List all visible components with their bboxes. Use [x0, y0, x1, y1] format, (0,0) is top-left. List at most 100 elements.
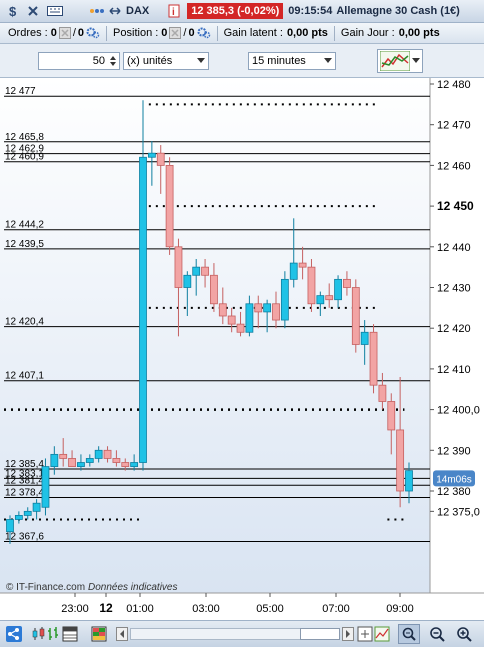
- level-label: 12 383,1: [5, 468, 44, 479]
- candle-body: [201, 266, 209, 276]
- candle-body: [59, 453, 68, 459]
- candlestick-chart-svg[interactable]: 12 477 12 465,812 462,912 460,9 12 444,2 12…: [0, 78, 484, 620]
- y-axis-label: 12 390: [437, 445, 471, 457]
- watermark: © IT-Finance.com: [6, 582, 85, 593]
- price-chart[interactable]: 12 477 12 465,8 12 462,9 12 460,9 12 444,2 12…: [0, 78, 484, 620]
- candle-body: [378, 384, 387, 402]
- candlestick-icon[interactable]: [31, 626, 47, 642]
- info-icon[interactable]: i: [167, 4, 181, 18]
- x-axis-label: 03:00: [192, 603, 220, 615]
- stepper-arrows-icon[interactable]: [109, 54, 117, 68]
- gear-icon[interactable]: [86, 27, 100, 39]
- x-axis-label: 05:00: [256, 603, 284, 615]
- y-axis-label: 12 420: [437, 323, 471, 335]
- chart-type-button[interactable]: [377, 49, 423, 73]
- level-label: 12 439,5: [5, 239, 44, 250]
- scroll-right-icon[interactable]: [342, 626, 354, 642]
- zoom-in-icon[interactable]: [456, 626, 472, 642]
- chevron-down-icon: [412, 58, 420, 64]
- grid-table-icon[interactable]: [62, 626, 78, 642]
- title-bar: $ DAX i 12 385,3 (-0,02%) 09:15:54 Allem…: [0, 0, 484, 23]
- candle-body: [343, 278, 351, 288]
- chart-tools-icon[interactable]: [374, 626, 390, 642]
- arrows-icon[interactable]: [108, 4, 122, 18]
- y-axis-label: 12 400,0: [437, 405, 480, 417]
- price-badge: 12 385,3 (-0,02%): [187, 3, 284, 19]
- bar-chart-icon[interactable]: [45, 626, 61, 642]
- close-icon[interactable]: [26, 4, 40, 18]
- candle-body: [183, 274, 192, 288]
- x-axis-label: 07:00: [322, 603, 350, 615]
- candle-body: [307, 266, 316, 305]
- level-label: 12 407,1: [5, 371, 44, 382]
- y-axis-panel: [430, 78, 484, 593]
- candle-body: [236, 323, 245, 333]
- x-axis-label: 12: [99, 601, 113, 615]
- candle-body: [396, 429, 405, 492]
- zoom-out-icon[interactable]: [429, 626, 445, 642]
- candle-body: [165, 165, 174, 248]
- x-axis-label: 09:00: [386, 603, 414, 615]
- candle-body: [139, 156, 147, 463]
- y-axis-label: 12 460: [437, 160, 471, 172]
- candle-body: [387, 401, 396, 431]
- candle-body: [85, 458, 94, 463]
- zoom-fit-icon[interactable]: [357, 626, 373, 642]
- candle-body: [316, 295, 325, 305]
- level-label: 12 367,6: [5, 531, 44, 542]
- candle-body: [325, 295, 334, 301]
- level-label: 12 460,9: [5, 152, 44, 163]
- y-axis-label: 12 380: [437, 486, 471, 498]
- bottom-toolbar: [0, 620, 484, 647]
- instrument-name: Allemagne 30 Cash (1€): [336, 5, 460, 17]
- colored-grid-icon[interactable]: [91, 626, 107, 642]
- candle-body: [245, 303, 254, 333]
- quantity-stepper[interactable]: 50: [38, 52, 120, 70]
- scrollbar-thumb[interactable]: [300, 628, 340, 640]
- countdown-text: 14m06s: [436, 474, 472, 485]
- candle-body: [156, 152, 165, 166]
- candle-body: [130, 462, 139, 467]
- candle-body: [121, 462, 130, 467]
- candle-body: [14, 515, 23, 520]
- scroll-left-icon[interactable]: [116, 626, 128, 642]
- candle-body: [360, 331, 369, 345]
- cancel-position-icon[interactable]: [169, 27, 182, 39]
- orders-value: 0: [50, 27, 57, 39]
- candle-body: [23, 510, 32, 516]
- unit-select[interactable]: (x) unités: [123, 52, 209, 70]
- quantity-value: 50: [92, 55, 105, 67]
- zoom-icon[interactable]: [398, 624, 420, 644]
- candle-body: [272, 303, 280, 321]
- level-label: 12 477: [5, 86, 36, 97]
- candle-body: [94, 449, 103, 459]
- svg-text:i: i: [172, 7, 175, 18]
- candle-body: [280, 278, 289, 321]
- x-axis-label: 01:00: [126, 603, 154, 615]
- cancel-orders-icon[interactable]: [58, 27, 71, 39]
- candle-body: [227, 315, 236, 325]
- gear-icon[interactable]: [197, 27, 211, 39]
- keyboard-icon[interactable]: [46, 4, 64, 18]
- share-icon[interactable]: [6, 626, 22, 642]
- y-axis-label: 12 440: [437, 242, 471, 254]
- timeframe-select[interactable]: 15 minutes: [248, 52, 336, 70]
- level-label: 12 465,8: [5, 132, 44, 143]
- candle-body: [405, 470, 413, 492]
- instrument-symbol[interactable]: DAX: [126, 5, 150, 17]
- candle-body: [369, 331, 378, 386]
- timeframe-select-value: 15 minutes: [252, 55, 306, 67]
- dollar-icon[interactable]: $: [6, 4, 20, 18]
- position-label: Position :: [113, 27, 159, 39]
- candle-body: [68, 458, 76, 467]
- x-axis-panel: [0, 593, 484, 620]
- candle-body: [298, 262, 307, 268]
- candle-body: [192, 266, 201, 276]
- y-axis-label: 12 410: [437, 364, 471, 376]
- level-label: 12 462,9: [5, 144, 44, 155]
- y-axis-label: 12 375,0: [437, 506, 480, 518]
- gain-jour-label: Gain Jour :: [340, 27, 395, 39]
- position-value: 0: [161, 27, 168, 39]
- account-status-row: Ordres : 0 / 0 Position : 0 / 0 Gain lat…: [0, 23, 484, 44]
- chevron-down-icon: [197, 58, 205, 64]
